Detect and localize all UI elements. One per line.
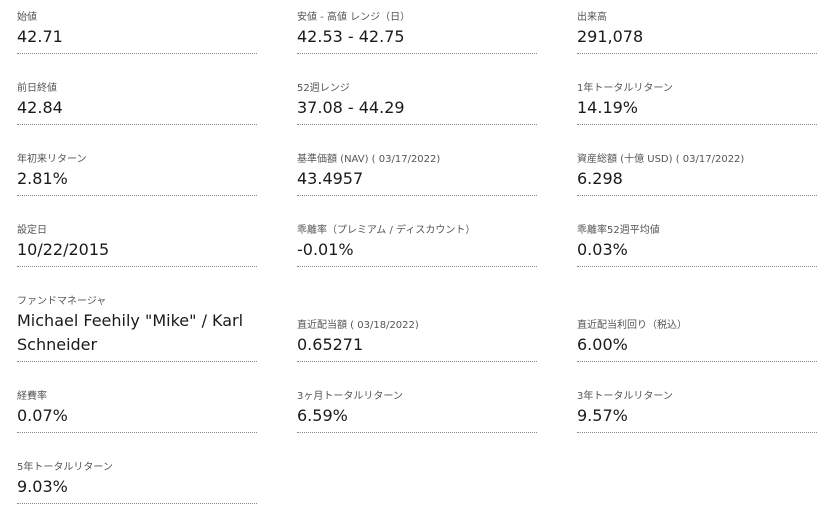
stat-value: 6.59% <box>297 406 348 425</box>
stat-label: 1年トータルリターン <box>577 83 673 94</box>
stat-value: 6.00% <box>577 335 628 354</box>
stat-value: 37.08 - 44.29 <box>297 98 405 117</box>
stat-value: 42.71 <box>17 27 63 46</box>
stat-value: 9.57% <box>577 406 628 425</box>
stat-label: 設定日 <box>17 225 47 236</box>
stat-expense-ratio: 経費率 0.07% <box>17 390 257 433</box>
stat-label: 乖離率52週平均値 <box>577 225 660 236</box>
stat-value: 42.84 <box>17 98 63 117</box>
stat-label: 直近配当額 ( 03/18/2022) <box>297 320 419 331</box>
stat-value: 14.19% <box>577 98 639 117</box>
stat-label: 直近配当利回り（税込） <box>577 320 687 331</box>
stat-total-assets: 資産総額 (十億 USD) ( 03/17/2022) 6.298 <box>577 153 817 196</box>
stat-value: Michael Feehily "Mike" / Karl Schneider <box>17 311 244 354</box>
stat-nav: 基準価額 (NAV) ( 03/17/2022) 43.4957 <box>297 153 537 196</box>
stat-volume: 出来高 291,078 <box>577 11 817 54</box>
stat-label: 経費率 <box>17 391 47 402</box>
stat-3m-total-return: 3ヶ月トータルリターン 6.59% <box>297 390 537 433</box>
stat-value: 0.07% <box>17 406 68 425</box>
stat-1y-total-return: 1年トータルリターン 14.19% <box>577 82 817 125</box>
stat-premium-discount: 乖離率（プレミアム / ディスカウント） -0.01% <box>297 224 537 267</box>
stat-value: -0.01% <box>297 240 354 259</box>
stat-52w-range: 52週レンジ 37.08 - 44.29 <box>297 82 537 125</box>
stat-value: 291,078 <box>577 27 644 46</box>
stat-value: 0.65271 <box>297 335 364 354</box>
stat-dividend-yield: 直近配当利回り（税込） 6.00% <box>577 319 817 362</box>
stat-day-range: 安値 - 高値 レンジ（日） 42.53 - 42.75 <box>297 11 537 54</box>
stat-inception-date: 設定日 10/22/2015 <box>17 224 257 267</box>
stat-label: 乖離率（プレミアム / ディスカウント） <box>297 225 476 236</box>
stat-value: 2.81% <box>17 169 68 188</box>
stat-value: 42.53 - 42.75 <box>297 27 405 46</box>
stat-label: 始値 <box>17 12 37 23</box>
stat-label: 資産総額 (十億 USD) ( 03/17/2022) <box>577 154 745 165</box>
stat-label: 3ヶ月トータルリターン <box>297 391 403 402</box>
stat-value: 0.03% <box>577 240 628 259</box>
stat-value: 9.03% <box>17 477 68 496</box>
stat-ytd-return: 年初来リターン 2.81% <box>17 153 257 196</box>
stat-3y-total-return: 3年トータルリターン 9.57% <box>577 390 817 433</box>
stat-value: 43.4957 <box>297 169 364 188</box>
stat-label: ファンドマネージャ <box>17 296 107 307</box>
stat-value: 6.298 <box>577 169 623 188</box>
stat-label: 年初来リターン <box>17 154 87 165</box>
stat-label: 前日終値 <box>17 83 57 94</box>
stat-open: 始値 42.71 <box>17 11 257 54</box>
stat-last-dividend: 直近配当額 ( 03/18/2022) 0.65271 <box>297 319 537 362</box>
stat-fund-manager: ファンドマネージャ Michael Feehily "Mike" / Karl … <box>17 295 257 362</box>
stat-value: 10/22/2015 <box>17 240 110 259</box>
stat-label: 出来高 <box>577 12 607 23</box>
stat-label: 基準価額 (NAV) ( 03/17/2022) <box>297 154 441 165</box>
stat-label: 3年トータルリターン <box>577 391 673 402</box>
stat-label: 5年トータルリターン <box>17 462 113 473</box>
stat-label: 52週レンジ <box>297 83 350 94</box>
stat-prev-close: 前日終値 42.84 <box>17 82 257 125</box>
stat-5y-total-return: 5年トータルリターン 9.03% <box>17 461 257 504</box>
stat-premium-discount-52w-avg: 乖離率52週平均値 0.03% <box>577 224 817 267</box>
stat-label: 安値 - 高値 レンジ（日） <box>297 12 411 23</box>
